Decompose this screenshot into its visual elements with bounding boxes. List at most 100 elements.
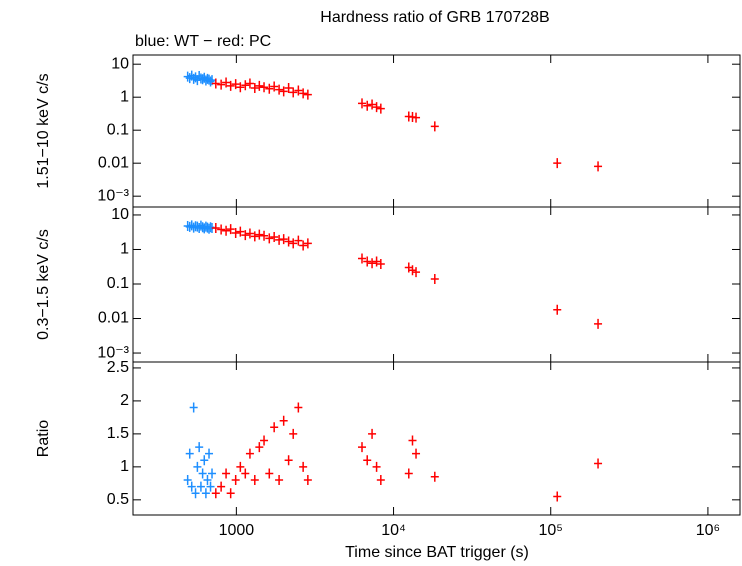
- data-point: [299, 461, 308, 472]
- data-point: [191, 488, 200, 499]
- data-point: [275, 84, 284, 95]
- data-point: [265, 233, 274, 244]
- data-point: [279, 415, 288, 426]
- data-point: [211, 222, 220, 233]
- data-point: [222, 77, 231, 88]
- data-point: [372, 461, 381, 472]
- plot-frame: [132, 54, 741, 208]
- data-point: [217, 481, 226, 492]
- y-tick-label: 0.1: [107, 275, 129, 292]
- data-point: [189, 73, 198, 84]
- y-tick-label: 1: [120, 88, 129, 105]
- data-point: [205, 448, 214, 459]
- data-point: [358, 442, 367, 453]
- data-point: [222, 225, 231, 236]
- y-tick-label: 10⁻³: [97, 344, 129, 361]
- data-point: [187, 481, 196, 492]
- data-point: [260, 230, 269, 241]
- data-point: [226, 488, 235, 499]
- data-point: [553, 304, 562, 315]
- y-axis-label: Ratio: [35, 420, 52, 457]
- y-tick-label: 0.01: [98, 154, 129, 171]
- data-point: [372, 102, 381, 113]
- data-point: [289, 87, 298, 98]
- data-point: [363, 256, 372, 267]
- data-point: [260, 82, 269, 93]
- data-point: [185, 448, 194, 459]
- data-point: [376, 103, 385, 114]
- data-point: [412, 112, 421, 123]
- y-tick-label: 0.5: [107, 491, 129, 508]
- y-tick-label: 1: [120, 458, 129, 475]
- data-point: [265, 468, 274, 479]
- y-tick-label: 2: [120, 392, 129, 409]
- data-point: [404, 468, 413, 479]
- data-point: [193, 75, 202, 86]
- data-point: [358, 253, 367, 264]
- data-point: [408, 265, 417, 276]
- data-point: [189, 402, 198, 413]
- data-point: [270, 422, 279, 433]
- data-point: [201, 488, 210, 499]
- data-point: [231, 79, 240, 90]
- y-tick-label: 1.5: [107, 425, 129, 442]
- x-tick-label: 1000: [219, 522, 255, 539]
- y-tick-label: 2.5: [107, 359, 129, 376]
- data-point: [217, 79, 226, 90]
- data-point: [299, 240, 308, 251]
- data-point: [270, 81, 279, 92]
- data-point: [430, 121, 439, 132]
- data-point: [236, 82, 245, 93]
- y-tick-label: 10: [111, 55, 129, 72]
- data-point: [279, 234, 288, 245]
- data-point: [284, 455, 293, 466]
- data-point: [217, 224, 226, 235]
- data-point: [404, 262, 413, 273]
- data-point: [208, 468, 217, 479]
- data-point: [250, 475, 259, 486]
- data-point: [231, 228, 240, 239]
- data-point: [289, 238, 298, 249]
- y-tick-label: 10: [111, 206, 129, 223]
- data-point: [198, 468, 207, 479]
- y-tick-label: 1: [120, 241, 129, 258]
- data-point: [430, 273, 439, 284]
- data-point: [203, 475, 212, 486]
- data-point: [430, 471, 439, 482]
- data-point: [226, 80, 235, 91]
- data-point: [245, 78, 254, 89]
- data-point: [289, 428, 298, 439]
- data-point: [193, 461, 202, 472]
- data-point: [376, 475, 385, 486]
- y-tick-label: 0.1: [107, 121, 129, 138]
- data-point: [245, 228, 254, 239]
- data-point: [255, 80, 264, 91]
- data-point: [553, 491, 562, 502]
- data-point: [594, 161, 603, 172]
- data-point: [231, 475, 240, 486]
- data-point: [211, 78, 220, 89]
- chart-subtitle: blue: WT − red: PC: [135, 33, 271, 50]
- x-axis-label: Time since BAT trigger (s): [345, 544, 529, 561]
- y-tick-label: 0.01: [98, 310, 129, 327]
- data-point: [376, 258, 385, 269]
- data-point: [206, 481, 215, 492]
- data-point: [358, 98, 367, 109]
- data-point: [372, 256, 381, 267]
- data-point: [260, 435, 269, 446]
- data-point: [303, 89, 312, 100]
- data-point: [294, 85, 303, 96]
- data-point: [183, 475, 192, 486]
- data-point: [250, 82, 259, 93]
- data-point: [363, 100, 372, 111]
- data-point: [368, 428, 377, 439]
- data-point: [250, 231, 259, 242]
- data-point: [236, 461, 245, 472]
- data-point: [265, 83, 274, 94]
- y-axis-label: 0.3−1.5 keV c/s: [35, 229, 52, 340]
- data-point: [279, 86, 288, 97]
- data-point: [412, 448, 421, 459]
- data-point: [363, 455, 372, 466]
- data-point: [275, 234, 284, 245]
